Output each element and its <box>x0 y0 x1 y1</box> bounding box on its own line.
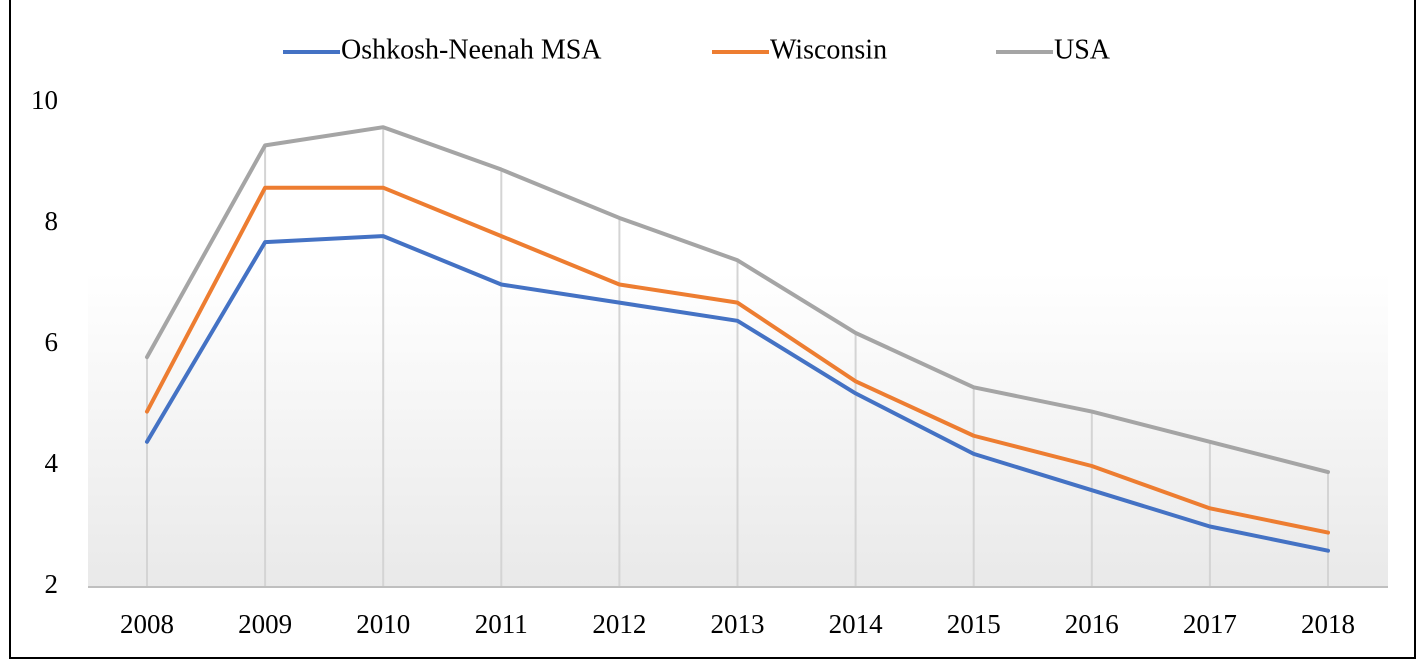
x-tick-label: 2015 <box>947 609 1001 639</box>
x-tick-label: 2011 <box>475 609 528 639</box>
legend-label: Wisconsin <box>770 34 887 65</box>
series-line <box>145 125 1330 475</box>
x-tick-label: 2012 <box>592 609 646 639</box>
y-tick-label: 2 <box>45 569 59 599</box>
legend-label: Oshkosh-Neenah MSA <box>341 34 602 65</box>
x-tick-label: 2013 <box>711 609 765 639</box>
x-tick-label: 2014 <box>829 609 884 639</box>
x-tick-label: 2017 <box>1183 609 1237 639</box>
legend-label: USA <box>1054 34 1111 65</box>
y-tick-label: 10 <box>31 85 58 115</box>
y-tick-label: 4 <box>45 448 59 478</box>
y-tick-label: 6 <box>45 327 59 357</box>
series-line <box>145 234 1330 553</box>
series-line <box>145 185 1330 535</box>
x-tick-label: 2010 <box>356 609 410 639</box>
y-tick-label: 8 <box>45 206 59 236</box>
x-tick-label: 2008 <box>120 609 174 639</box>
x-tick-label: 2009 <box>238 609 292 639</box>
x-tick-label: 2018 <box>1301 609 1355 639</box>
x-tick-label: 2016 <box>1065 609 1119 639</box>
